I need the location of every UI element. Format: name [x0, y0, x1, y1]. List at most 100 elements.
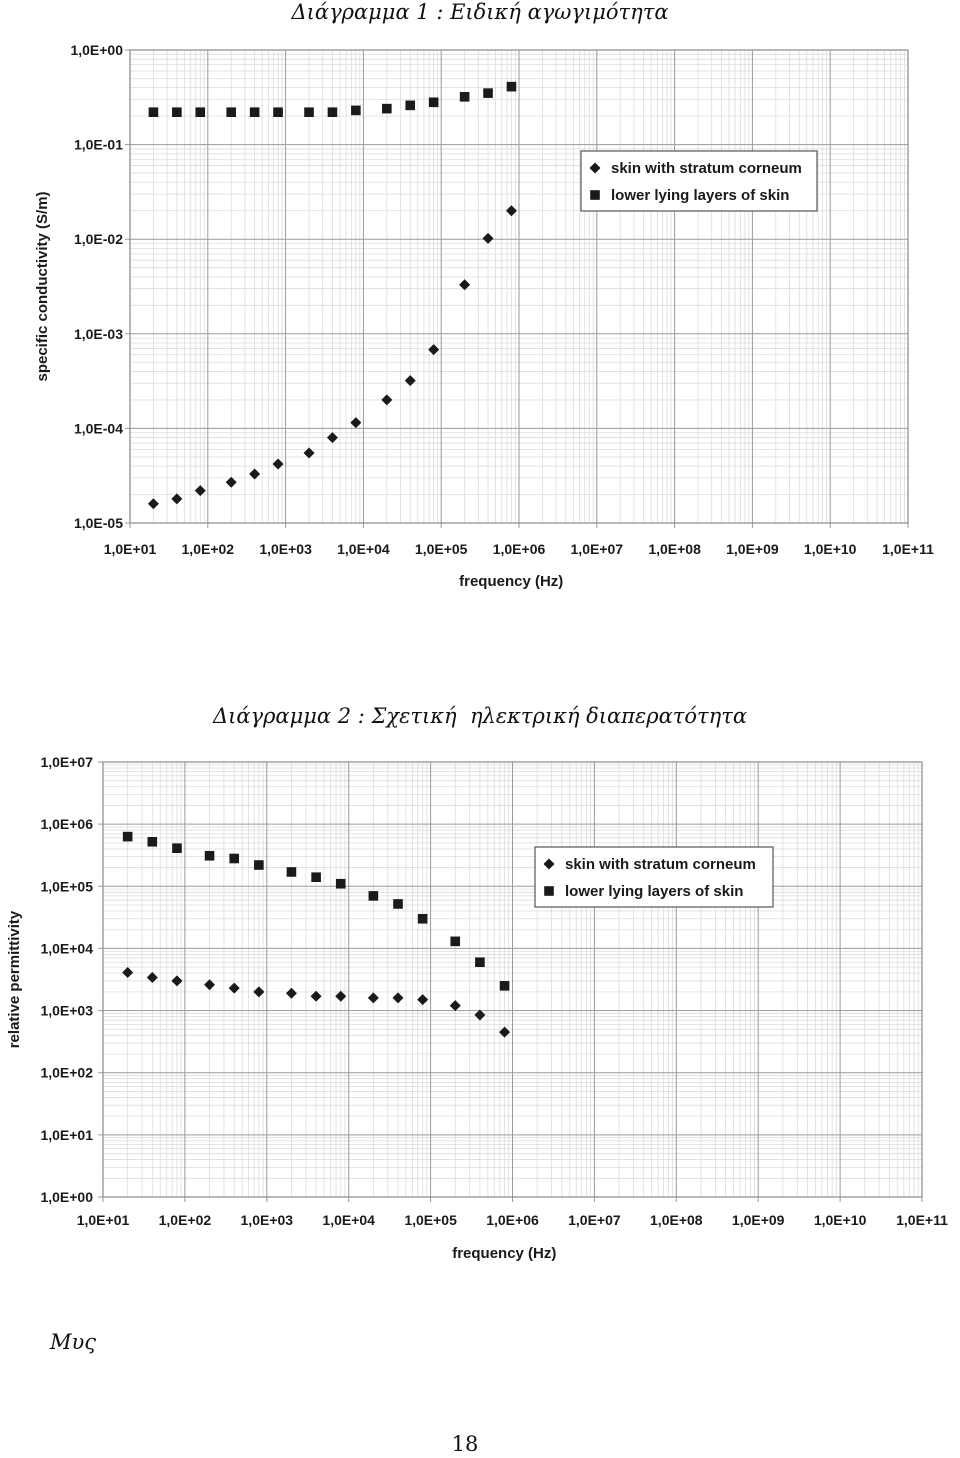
y-axis-label: relative permittivity [6, 910, 23, 1048]
data-point-skin-with-stratum-corneum [228, 982, 240, 994]
x-tick-label: 1,0E+03 [259, 541, 312, 557]
data-point-lower-layers-of-skin [428, 97, 439, 108]
legend-square-marker [590, 190, 600, 200]
data-point-skin-with-stratum-corneum [367, 992, 379, 1004]
y-axis-label: specific conductivity (S/m) [34, 191, 51, 381]
legend-diamond-marker [543, 858, 555, 870]
data-point-lower-layers-of-skin [450, 936, 461, 947]
data-point-lower-layers-of-skin [335, 878, 346, 889]
y-tick-label: 1,0E-05 [74, 515, 123, 531]
x-tick-label: 1,0E+03 [241, 1212, 294, 1228]
data-point-skin-with-stratum-corneum [404, 375, 416, 387]
y-tick-label: 1,0E+02 [40, 1065, 93, 1081]
data-point-lower-layers-of-skin [405, 100, 416, 111]
data-point-lower-layers-of-skin [286, 867, 297, 877]
data-point-lower-layers-of-skin [204, 850, 215, 861]
data-point-lower-layers-of-skin [417, 913, 428, 924]
x-tick-label: 1,0E+05 [404, 1212, 457, 1228]
legend-label: lower lying layers of skin [565, 883, 743, 900]
data-point-lower-layers-of-skin [249, 107, 260, 118]
y-tick-label: 1,0E+03 [40, 1003, 93, 1019]
y-tick-label: 1,0E-02 [74, 231, 123, 247]
data-point-skin-with-stratum-corneum [272, 458, 284, 470]
x-axis-label: frequency (Hz) [459, 573, 563, 590]
y-tick-label: 1,0E+06 [40, 816, 93, 832]
data-point-lower-layers-of-skin [368, 891, 379, 901]
data-point-skin-with-stratum-corneum [225, 476, 237, 488]
x-tick-label: 1,0E+02 [182, 541, 235, 557]
data-point-lower-layers-of-skin [459, 92, 470, 102]
data-point-lower-layers-of-skin [148, 107, 159, 118]
legend-box [534, 846, 774, 908]
x-axis-label: frequency (Hz) [452, 1245, 556, 1262]
data-point-lower-layers-of-skin [499, 981, 510, 991]
footer-word: Μυς [50, 1330, 97, 1354]
legend-label: skin with stratum corneum [611, 160, 802, 177]
data-point-skin-with-stratum-corneum [310, 990, 322, 1002]
data-point-skin-with-stratum-corneum [505, 205, 517, 217]
data-point-skin-with-stratum-corneum [326, 432, 338, 444]
data-point-lower-layers-of-skin [172, 843, 182, 854]
data-point-lower-layers-of-skin [483, 88, 493, 98]
x-tick-label: 1,0E+07 [568, 1212, 621, 1228]
legend-box [580, 150, 818, 212]
data-point-skin-with-stratum-corneum [146, 972, 158, 984]
data-point-lower-layers-of-skin [393, 899, 403, 909]
x-tick-label: 1,0E+11 [882, 541, 934, 557]
data-point-lower-layers-of-skin [273, 107, 283, 118]
x-tick-label: 1,0E+02 [159, 1212, 212, 1228]
data-point-skin-with-stratum-corneum [392, 992, 404, 1004]
y-tick-label: 1,0E+00 [70, 42, 123, 58]
data-point-lower-layers-of-skin [304, 107, 314, 118]
data-point-skin-with-stratum-corneum [171, 493, 183, 505]
data-point-skin-with-stratum-corneum [428, 344, 440, 356]
x-tick-label: 1,0E+11 [896, 1212, 948, 1228]
data-point-skin-with-stratum-corneum [303, 447, 315, 459]
plot-frame [102, 761, 923, 1198]
data-point-lower-layers-of-skin [382, 103, 392, 114]
page-number: 18 [451, 1432, 479, 1456]
data-point-lower-layers-of-skin [254, 860, 264, 870]
data-point-lower-layers-of-skin [122, 831, 133, 842]
x-tick-label: 1,0E+01 [77, 1212, 130, 1228]
y-tick-label: 1,0E+00 [40, 1189, 93, 1205]
x-tick-label: 1,0E+01 [104, 541, 157, 557]
data-point-skin-with-stratum-corneum [381, 394, 393, 406]
plot-frame [129, 49, 909, 524]
conductivity-chart: 1,0E+01 1,0E+02 1,0E+03 1,0E+04 1,0E+05 1,0E+… [34, 42, 934, 590]
x-tick-label: 1,0E+10 [814, 1212, 867, 1228]
y-tick-label: 1,0E-01 [74, 137, 123, 153]
permittivity-chart: 1,0E+01 1,0E+02 1,0E+03 1,0E+04 1,0E+05 1,0E+… [6, 754, 948, 1262]
data-point-skin-with-stratum-corneum [350, 417, 362, 429]
data-point-skin-with-stratum-corneum [335, 990, 347, 1002]
y-tick-label: 1,0E+04 [40, 940, 93, 956]
x-tick-label: 1,0E+04 [337, 541, 390, 557]
x-tick-label: 1,0E+06 [486, 1212, 539, 1228]
data-point-skin-with-stratum-corneum [285, 987, 297, 999]
legend-label: skin with stratum corneum [565, 856, 756, 873]
y-tick-label: 1,0E+07 [40, 754, 93, 770]
x-tick-label: 1,0E+08 [650, 1212, 703, 1228]
y-tick-label: 1,0E+05 [40, 878, 93, 894]
data-point-lower-layers-of-skin [506, 81, 517, 92]
data-point-skin-with-stratum-corneum [482, 232, 494, 244]
y-tick-label: 1,0E+01 [40, 1127, 93, 1143]
data-point-lower-layers-of-skin [147, 836, 158, 847]
x-tick-label: 1,0E+07 [571, 541, 624, 557]
legend-diamond-marker [589, 162, 601, 174]
data-point-skin-with-stratum-corneum [474, 1009, 486, 1021]
x-tick-label: 1,0E+09 [732, 1212, 785, 1228]
x-tick-label: 1,0E+08 [648, 541, 701, 557]
data-point-skin-with-stratum-corneum [204, 979, 216, 991]
y-tick-label: 1,0E-03 [74, 326, 123, 342]
data-point-skin-with-stratum-corneum [194, 485, 206, 497]
data-point-skin-with-stratum-corneum [171, 975, 183, 987]
x-tick-label: 1,0E+09 [726, 541, 779, 557]
data-point-lower-layers-of-skin [311, 872, 321, 883]
data-point-lower-layers-of-skin [327, 107, 338, 118]
y-tick-label: 1,0E-04 [74, 420, 123, 436]
legend-square-marker [544, 886, 554, 896]
data-point-lower-layers-of-skin [172, 107, 182, 118]
data-point-lower-layers-of-skin [226, 107, 237, 118]
data-point-skin-with-stratum-corneum [417, 994, 429, 1006]
